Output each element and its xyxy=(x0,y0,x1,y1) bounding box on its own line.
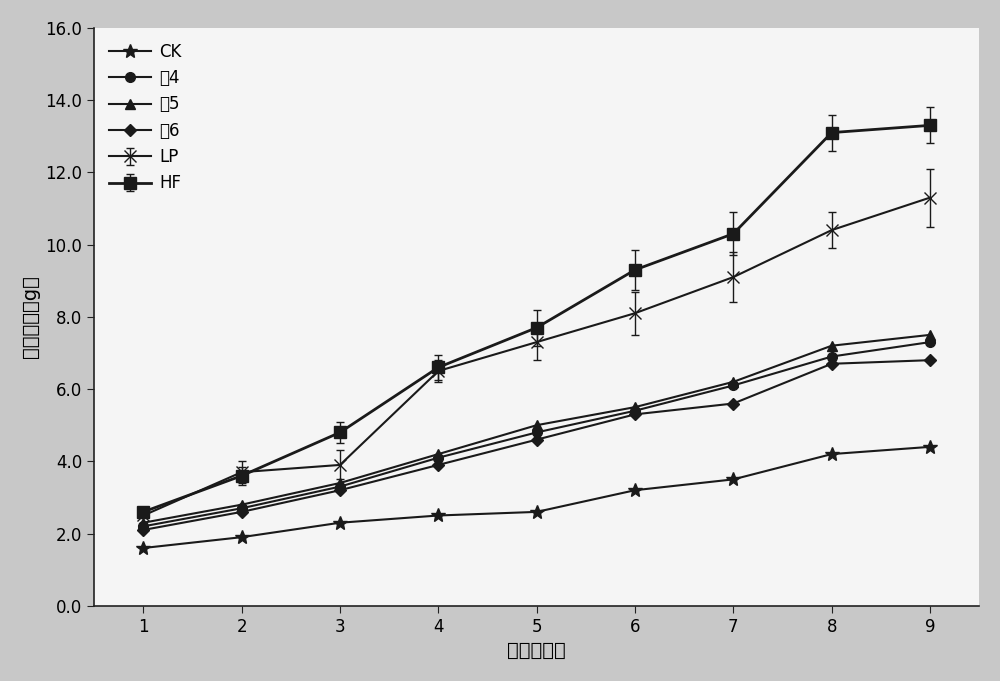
菌6 xyxy=(334,486,346,494)
菌5 xyxy=(236,501,248,509)
菌5 xyxy=(334,479,346,487)
菌5 xyxy=(137,519,149,527)
菌4 xyxy=(432,454,444,462)
CK xyxy=(432,511,444,520)
Line: CK: CK xyxy=(136,440,937,555)
CK xyxy=(924,443,936,451)
CK xyxy=(826,450,838,458)
Y-axis label: 体重增量（g）: 体重增量（g） xyxy=(21,275,40,358)
CK xyxy=(629,486,641,494)
Line: 菌4: 菌4 xyxy=(138,337,935,531)
菌4 xyxy=(531,428,543,437)
CK xyxy=(334,519,346,527)
菌4 xyxy=(236,504,248,512)
菌6 xyxy=(924,356,936,364)
CK xyxy=(727,475,739,484)
CK xyxy=(531,508,543,516)
菌6 xyxy=(629,410,641,418)
菌5 xyxy=(629,403,641,411)
菌5 xyxy=(924,331,936,339)
菌5 xyxy=(432,450,444,458)
Line: 菌5: 菌5 xyxy=(138,330,935,528)
菌4 xyxy=(137,522,149,530)
菌6 xyxy=(432,461,444,469)
CK xyxy=(236,533,248,541)
Legend: CK, 菌4, 菌5, 菌6, LP, HF: CK, 菌4, 菌5, 菌6, LP, HF xyxy=(103,36,188,199)
菌6 xyxy=(727,400,739,408)
Line: 菌6: 菌6 xyxy=(139,356,934,534)
菌5 xyxy=(727,378,739,386)
菌6 xyxy=(236,508,248,516)
菌5 xyxy=(531,421,543,429)
菌6 xyxy=(826,360,838,368)
菌4 xyxy=(727,381,739,390)
菌4 xyxy=(924,338,936,346)
菌4 xyxy=(629,407,641,415)
CK xyxy=(137,544,149,552)
菌6 xyxy=(531,436,543,444)
菌6 xyxy=(137,526,149,534)
X-axis label: 时间（周）: 时间（周） xyxy=(507,642,566,660)
菌5 xyxy=(826,342,838,350)
菌4 xyxy=(826,353,838,361)
菌4 xyxy=(334,483,346,491)
